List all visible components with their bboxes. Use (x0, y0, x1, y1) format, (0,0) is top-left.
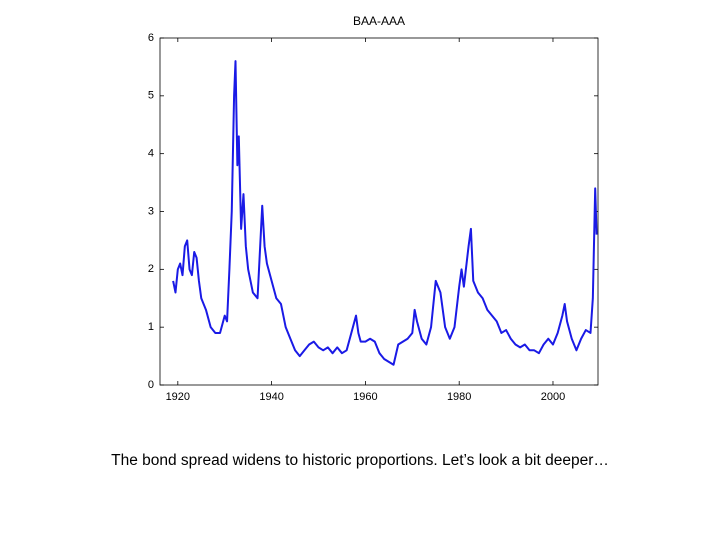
x-tick-label: 2000 (541, 391, 565, 403)
y-tick-label: 0 (148, 379, 154, 391)
y-tick-label: 1 (148, 321, 154, 333)
x-tick-label: 1940 (259, 391, 283, 403)
y-tick-label: 3 (148, 205, 154, 217)
x-tick-label: 1960 (353, 391, 377, 403)
x-tick-label: 1920 (166, 391, 190, 403)
x-tick-label: 1980 (447, 391, 471, 403)
plot-frame (159, 37, 599, 386)
y-tick-label: 6 (148, 32, 154, 44)
data-line (172, 60, 598, 366)
y-tick-label: 5 (148, 90, 154, 102)
y-tick-label: 4 (148, 148, 154, 160)
caption: The bond spread widens to historic propo… (111, 452, 609, 469)
chart-title: BAA-AAA (353, 14, 405, 28)
y-tick-label: 2 (148, 263, 154, 275)
